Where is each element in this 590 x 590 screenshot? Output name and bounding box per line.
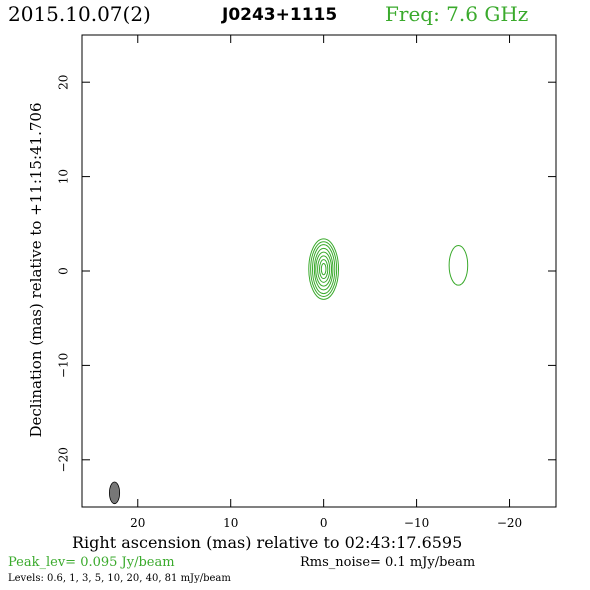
core-contour: [315, 251, 333, 287]
y-axis-label: Declination (mas) relative to +11:15:41.…: [27, 102, 45, 438]
x-tick-label: 0: [320, 516, 328, 530]
core-contour: [311, 244, 336, 295]
core-contour: [308, 238, 340, 300]
core-contour: [320, 262, 327, 276]
core-contour: [318, 259, 329, 280]
x-tick-label: −20: [497, 516, 522, 530]
y-tick-label: 10: [57, 169, 71, 184]
y-tick-label: −10: [57, 353, 71, 378]
beam-ellipse: [109, 481, 121, 505]
core-contour: [310, 241, 338, 297]
jet-contour: [448, 245, 469, 286]
core-contour: [317, 255, 331, 283]
peak-level: Peak_lev= 0.095 Jy/beam: [8, 555, 175, 570]
core-contour: [313, 247, 334, 291]
y-tick-label: 0: [57, 267, 71, 275]
source-name: J0243+1115: [222, 5, 338, 25]
x-tick-label: −10: [404, 516, 429, 530]
x-axis-label: Right ascension (mas) relative to 02:43:…: [72, 533, 463, 552]
plot-frame: [81, 34, 557, 508]
y-tick-label: −20: [57, 447, 71, 472]
frequency-label: Freq: 7.6 GHz: [385, 2, 529, 26]
x-tick-label: 20: [130, 516, 145, 530]
x-tick-label: 10: [223, 516, 238, 530]
contour-levels: Levels: 0.6, 1, 3, 5, 10, 20, 40, 81 mJy…: [8, 573, 231, 584]
rms-noise: Rms_noise= 0.1 mJy/beam: [300, 555, 476, 570]
y-tick-label: 20: [57, 75, 71, 90]
observation-date: 2015.10.07(2): [8, 2, 151, 26]
